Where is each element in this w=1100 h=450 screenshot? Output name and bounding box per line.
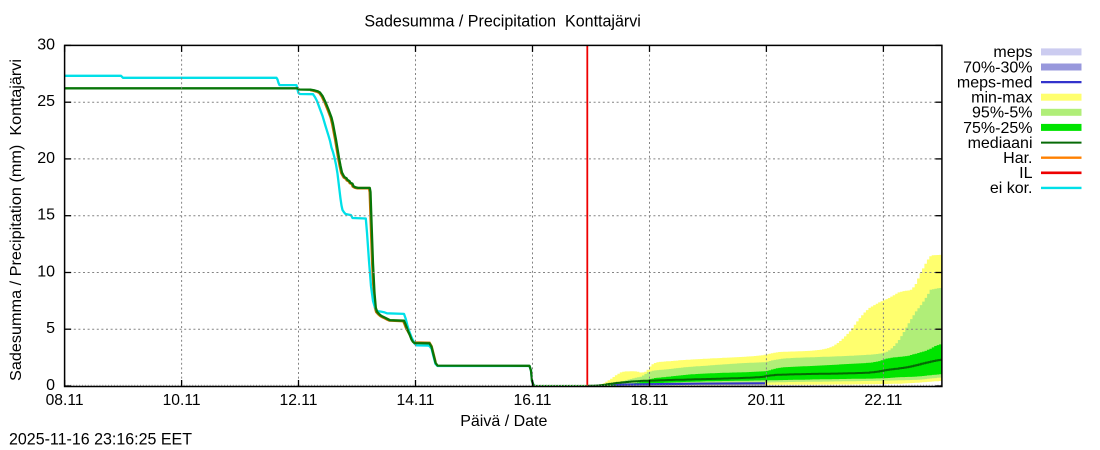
svg-text:10.11: 10.11 <box>163 392 201 409</box>
svg-text:70%-30%: 70%-30% <box>963 59 1032 76</box>
svg-text:5: 5 <box>46 320 55 337</box>
svg-text:Har.: Har. <box>1003 150 1032 167</box>
svg-text:14.11: 14.11 <box>397 392 435 409</box>
svg-text:20: 20 <box>37 150 55 167</box>
svg-text:12.11: 12.11 <box>280 392 318 409</box>
svg-text:15: 15 <box>37 207 55 224</box>
svg-text:Päivä / Date: Päivä / Date <box>460 413 547 430</box>
svg-text:08.11: 08.11 <box>46 392 84 409</box>
svg-text:IL: IL <box>1019 165 1032 182</box>
svg-text:22.11: 22.11 <box>864 392 902 409</box>
svg-text:18.11: 18.11 <box>631 392 669 409</box>
svg-text:meps-med: meps-med <box>957 74 1033 91</box>
svg-text:95%-5%: 95%-5% <box>972 105 1032 122</box>
svg-text:meps: meps <box>993 44 1032 61</box>
svg-text:mediaani: mediaani <box>968 135 1033 152</box>
svg-text:ei kor.: ei kor. <box>990 180 1033 197</box>
svg-text:Sadesumma / Precipitation Kon: Sadesumma / Precipitation Konttajärvi <box>364 13 641 31</box>
svg-text:Sadesumma / Precipitation (mm): Sadesumma / Precipitation (mm) Konttajär… <box>8 59 25 381</box>
svg-text:20.11: 20.11 <box>747 392 785 409</box>
svg-text:16.11: 16.11 <box>514 392 552 409</box>
svg-text:10: 10 <box>37 263 55 280</box>
svg-text:min-max: min-max <box>971 90 1032 107</box>
svg-text:0: 0 <box>46 377 55 394</box>
svg-text:30: 30 <box>37 36 55 53</box>
svg-text:75%-25%: 75%-25% <box>963 120 1032 137</box>
svg-text:2025-11-16 23:16:25 EET: 2025-11-16 23:16:25 EET <box>9 430 192 449</box>
svg-text:25: 25 <box>37 93 55 110</box>
